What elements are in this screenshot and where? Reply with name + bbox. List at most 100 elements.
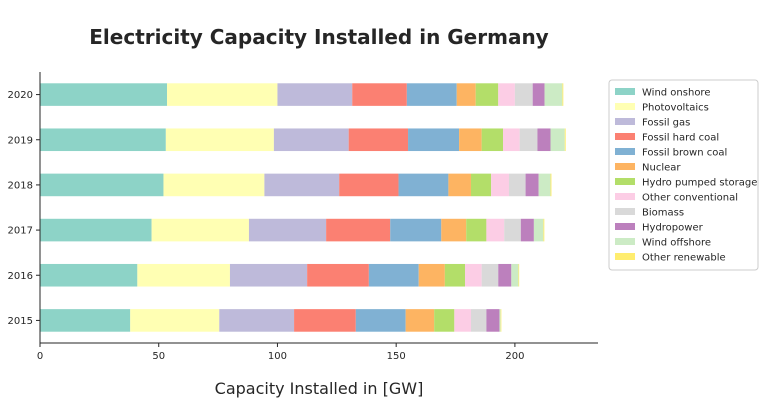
legend: Wind onshore Photovoltaics Fossil gas Fossi… — [608, 79, 759, 271]
legend-label-other-renewable: Other renewable — [642, 253, 726, 264]
legend-frame — [608, 79, 759, 271]
legend-swatch-photovoltaics — [615, 103, 635, 110]
x-ticks-group: 0 50 100 150 200 — [37, 343, 524, 362]
bar-2017-wind-offshore — [533, 218, 544, 242]
y-tick-label-2016: 2016 — [8, 271, 33, 282]
bar-2018-photovoltaics — [163, 173, 265, 197]
bar-2016-other-conventional — [465, 263, 482, 287]
x-tick-label-50: 50 — [152, 351, 165, 362]
bar-2016-fossil-gas — [229, 263, 308, 287]
bar-2019-photovoltaics — [165, 128, 274, 152]
bar-2019-other-conventional — [503, 128, 520, 152]
bar-2016-fossil-brown-coal — [368, 263, 419, 287]
legend-swatch-fossil-hard-coal — [615, 133, 635, 140]
legend-label-biomass: Biomass — [642, 208, 684, 219]
bar-2016-nuclear — [418, 263, 445, 287]
legend-swatch-hydro-pumped-storage — [615, 178, 635, 185]
legend-label-other-conventional: Other conventional — [642, 193, 738, 204]
y-ticks-group: 2015 2016 2017 2018 2019 2020 — [8, 90, 40, 327]
bar-2018-wind-offshore — [538, 173, 551, 197]
legend-swatch-fossil-brown-coal — [615, 148, 635, 155]
bar-2015-fossil-hard-coal — [294, 309, 356, 332]
bar-2019-hydropower — [537, 128, 551, 152]
bar-2018-fossil-gas — [264, 173, 340, 197]
bar-2016-fossil-hard-coal — [307, 263, 369, 287]
bar-2015-nuclear — [405, 309, 435, 332]
bar-2018-hydro-pumped-storage — [470, 173, 492, 197]
bar-2016-photovoltaics — [137, 263, 230, 287]
bar-2015-wind-onshore — [40, 309, 131, 332]
bar-2018-other-conventional — [491, 173, 509, 197]
bar-2020-nuclear — [456, 83, 476, 106]
bar-2017-other-conventional — [486, 218, 505, 242]
bar-2017-hydropower — [520, 218, 534, 242]
bar-2019-wind-offshore — [550, 128, 565, 152]
legend-label-wind-offshore: Wind offshore — [642, 238, 711, 249]
bar-2015-other-conventional — [454, 309, 471, 332]
bar-2016-other-renewable — [518, 263, 520, 287]
bar-2015-fossil-gas — [219, 309, 295, 332]
bar-2016-hydropower — [498, 263, 512, 287]
legend-label-nuclear: Nuclear — [642, 163, 681, 174]
bar-2017-fossil-hard-coal — [326, 218, 391, 242]
bar-2015-hydropower — [486, 309, 500, 332]
bar-2020-other-conventional — [498, 83, 515, 106]
bar-2015-photovoltaics — [130, 309, 220, 332]
x-axis-label: Capacity Installed in [GW] — [215, 379, 424, 398]
legend-label-fossil-hard-coal: Fossil hard coal — [642, 133, 719, 144]
bar-2016-wind-offshore — [511, 263, 519, 287]
bar-2015-fossil-brown-coal — [355, 309, 406, 332]
bar-2018-fossil-hard-coal — [339, 173, 399, 197]
legend-label-wind-onshore: Wind onshore — [642, 88, 710, 99]
bar-2019-other-renewable — [564, 128, 566, 152]
bar-2015-biomass — [470, 309, 487, 332]
bars-group — [40, 83, 566, 332]
bar-2018-fossil-brown-coal — [398, 173, 449, 197]
bar-2020-wind-onshore — [40, 83, 168, 106]
legend-label-hydro-pumped-storage: Hydro pumped storage — [642, 178, 757, 189]
bar-2016-wind-onshore — [40, 263, 138, 287]
bar-2017-nuclear — [441, 218, 467, 242]
bar-2017-hydro-pumped-storage — [466, 218, 487, 242]
legend-swatch-other-renewable — [615, 253, 635, 260]
bar-2016-hydro-pumped-storage — [444, 263, 466, 287]
y-tick-label-2018: 2018 — [8, 180, 33, 191]
bar-2018-nuclear — [448, 173, 471, 197]
legend-swatch-nuclear — [615, 163, 635, 170]
bar-2016-biomass — [481, 263, 499, 287]
bar-2015-wind-offshore — [499, 309, 501, 332]
bar-2020-fossil-hard-coal — [352, 83, 407, 106]
bar-2018-hydropower — [525, 173, 539, 197]
legend-swatch-wind-onshore — [615, 88, 635, 95]
bar-2017-photovoltaics — [151, 218, 249, 242]
bar-2020-fossil-brown-coal — [406, 83, 457, 106]
bar-2020-photovoltaics — [167, 83, 278, 106]
bar-2019-fossil-brown-coal — [408, 128, 460, 152]
bar-2020-fossil-gas — [277, 83, 353, 106]
bar-2018-wind-onshore — [40, 173, 164, 197]
legend-swatch-wind-offshore — [615, 238, 635, 245]
bar-2015-hydro-pumped-storage — [434, 309, 455, 332]
y-tick-label-2019: 2019 — [8, 135, 33, 146]
y-tick-label-2017: 2017 — [8, 226, 33, 237]
bar-2017-wind-onshore — [40, 218, 152, 242]
bar-2020-other-renewable — [562, 83, 564, 106]
bar-2018-other-renewable — [550, 173, 552, 197]
legend-label-photovoltaics: Photovoltaics — [642, 103, 709, 114]
bar-2020-hydro-pumped-storage — [475, 83, 499, 106]
bar-2017-fossil-brown-coal — [390, 218, 442, 242]
x-tick-label-100: 100 — [268, 351, 287, 362]
axes-group — [39, 72, 598, 344]
y-tick-label-2015: 2015 — [8, 316, 33, 327]
bar-2019-wind-onshore — [40, 128, 166, 152]
legend-swatch-other-conventional — [615, 193, 635, 200]
bar-2015-other-renewable — [500, 309, 502, 332]
legend-swatch-biomass — [615, 208, 635, 215]
bar-2019-fossil-hard-coal — [348, 128, 409, 152]
bar-2018-biomass — [508, 173, 526, 197]
bar-2020-wind-offshore — [544, 83, 563, 106]
legend-label-fossil-gas: Fossil gas — [642, 118, 690, 129]
legend-swatch-hydropower — [615, 223, 635, 230]
x-tick-label-150: 150 — [387, 351, 406, 362]
